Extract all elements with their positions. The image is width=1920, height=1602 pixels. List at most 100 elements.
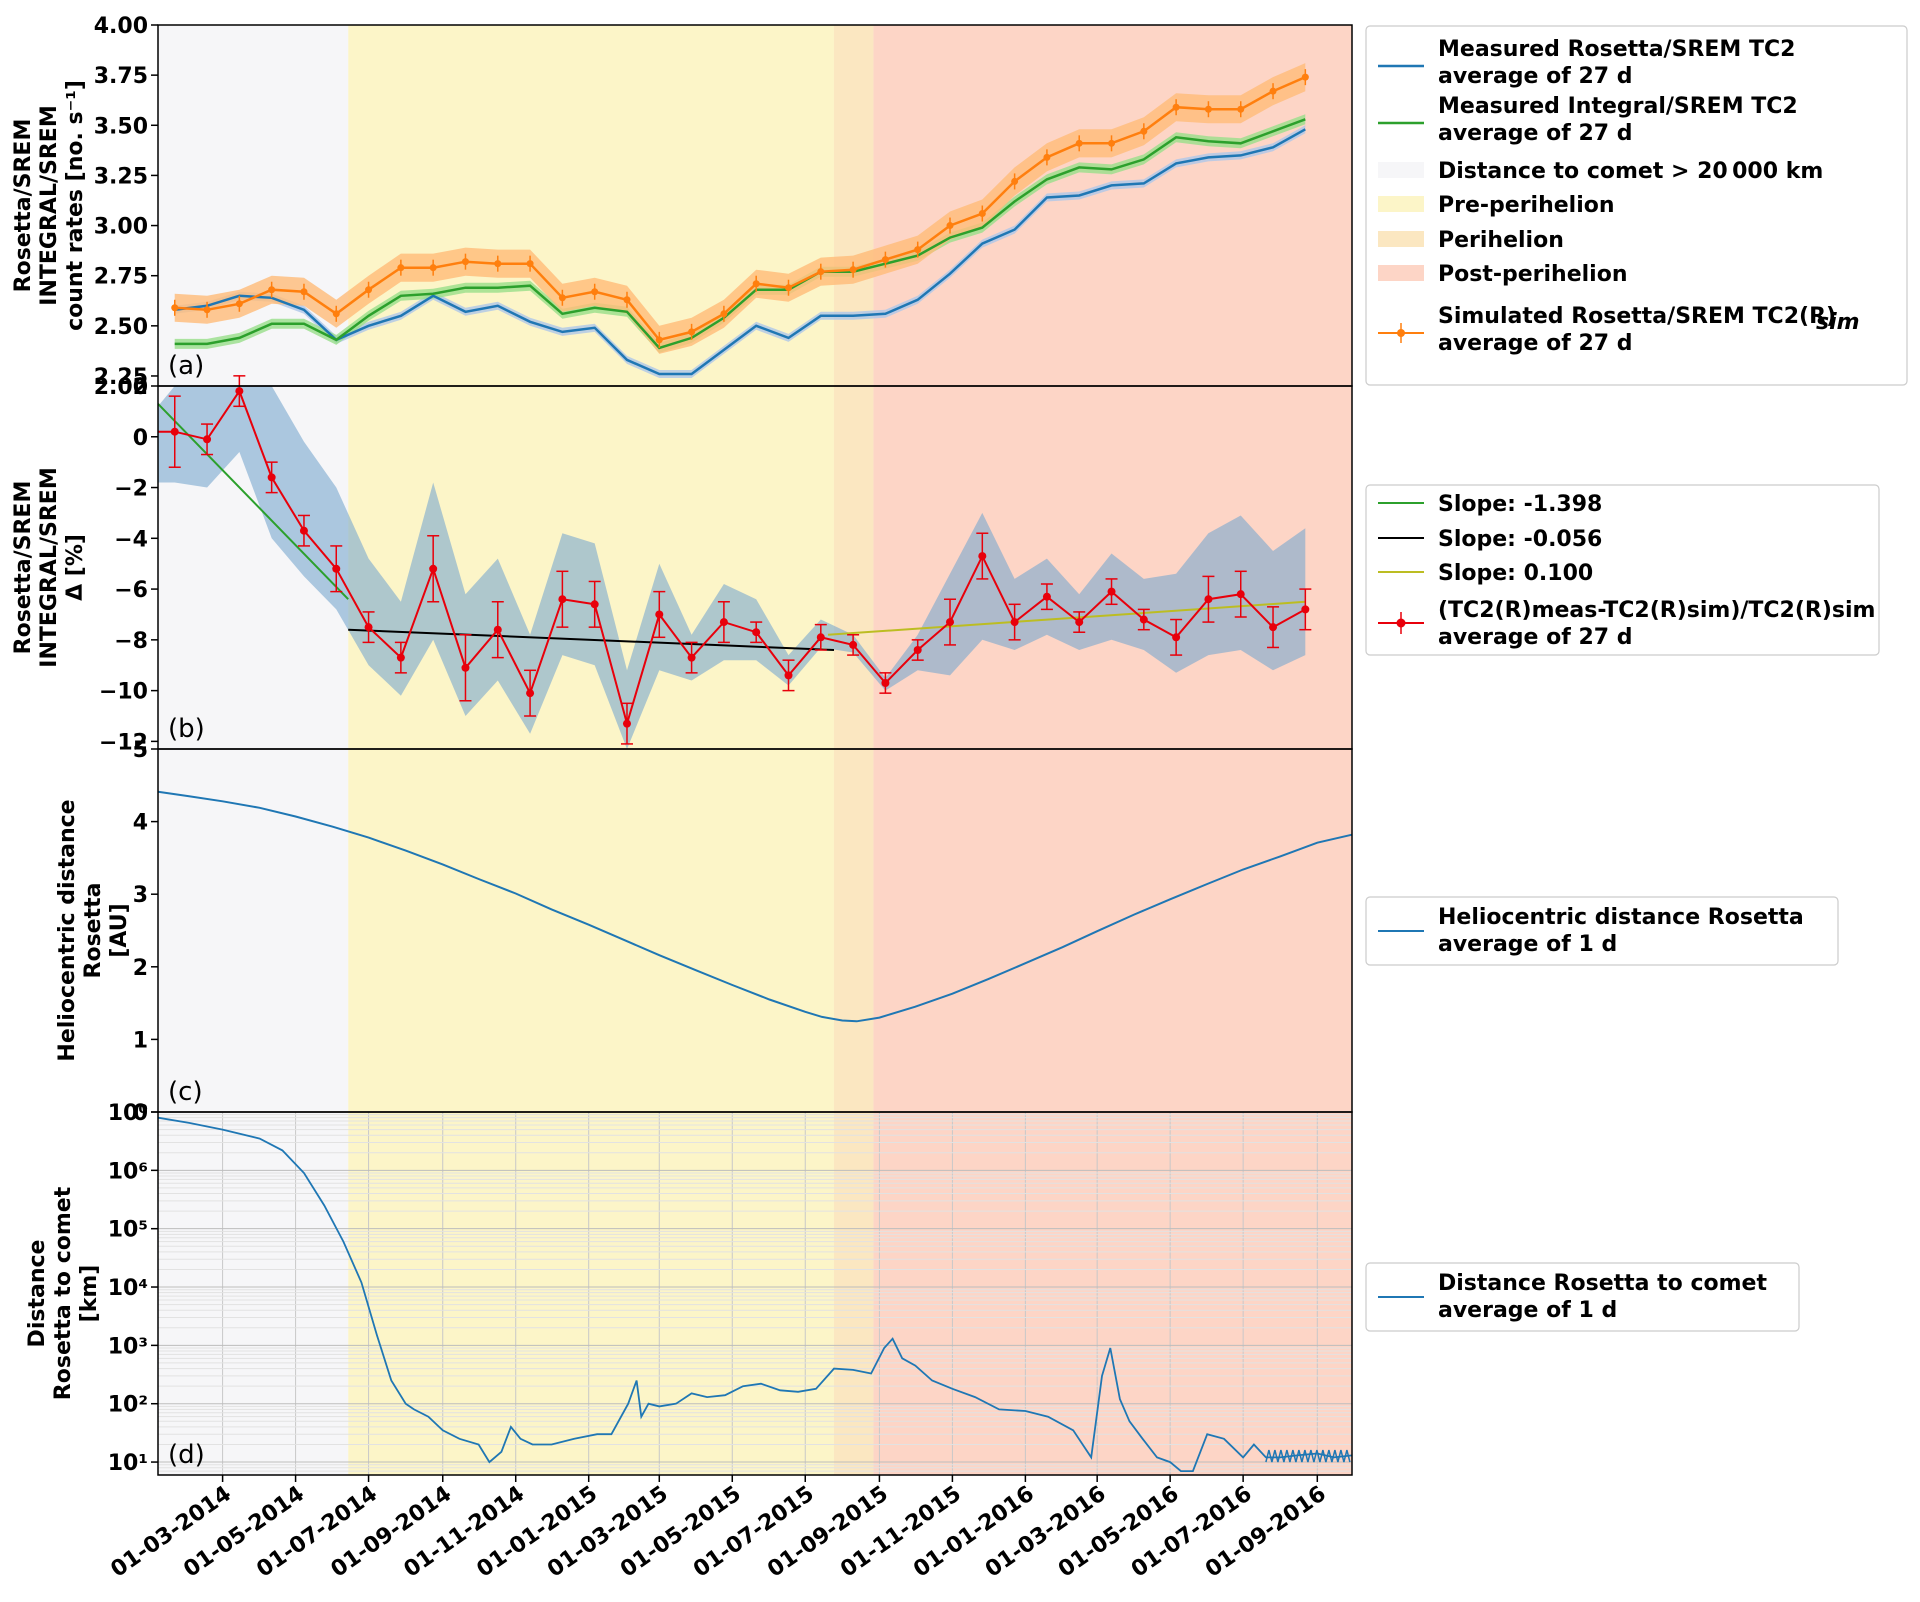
region-perihelion-panel-1 [833,25,874,386]
point-relative-difference [655,610,664,619]
ytick-label: 4.00 [94,14,148,39]
ytick-label: 2 [133,956,148,981]
y-axis-label-line: [km] [77,1265,102,1323]
fit-line-2 [348,628,835,651]
legend-swatch-region [1378,265,1424,281]
fit-line-1 [157,403,349,600]
ytick-label: 10⁶ [108,1159,148,1184]
line-heliocentric-distance [157,790,1353,1023]
point-relative-difference [1042,592,1051,601]
legend-panel-c [1365,896,1839,966]
legend-swatch-marker [1396,618,1406,628]
point-relative-difference [429,564,438,573]
ytick-label: −12 [99,730,148,755]
fit-line-3 [827,600,1306,636]
ytick-label: 3.75 [94,64,148,89]
y-axis-label-line: Distance [25,1240,50,1348]
point-simulated [1204,105,1212,113]
legend-label: Distance to comet > 20 000 km [1438,159,1823,184]
region-distance-to-comet-20-000-km-panel-3 [158,749,349,1112]
y-axis-label-line: INTEGRAL/SREM [37,467,62,667]
region-perihelion-panel-4 [833,1112,874,1475]
region-post-perihelion-panel-4 [873,1112,1352,1475]
panel-label: (c) [168,1077,203,1107]
legend-panel-b [1365,484,1880,656]
point-relative-difference [267,473,276,482]
legend-label: Perihelion [1438,228,1564,253]
point-simulated [171,304,179,312]
point-simulated [623,296,631,304]
legend-swatch-marker [1397,329,1405,337]
point-simulated [720,310,728,318]
point-relative-difference [1236,590,1245,599]
legend-label: average of 27 d [1438,121,1633,146]
point-relative-difference [622,719,631,728]
legend-panel-d [1365,1262,1800,1332]
legend-label: average of 27 d [1438,64,1633,89]
axes-frame-panel-4 [157,1111,1353,1476]
point-simulated [1011,177,1019,185]
point-simulated [1172,103,1180,111]
point-relative-difference [558,595,567,604]
line-series-1 [174,128,1306,376]
region-perihelion-panel-2 [833,386,874,749]
ytick-label: −6 [114,578,148,603]
ytick-label: 3.25 [94,164,148,189]
ytick-label: −2 [114,477,148,502]
legend-label: average of 27 d [1438,625,1633,650]
y-axis-label-line: Rosetta/SREM [11,119,36,293]
y-axis-label-line: count rates [no. s⁻¹] [63,80,88,331]
point-relative-difference [1269,623,1278,632]
point-relative-difference [1204,595,1213,604]
ytick-label: 10⁴ [108,1276,148,1301]
point-relative-difference [203,435,212,444]
legend-label: (TC2(R)meas-TC2(R)sim)/TC2(R)sim [1438,598,1875,623]
y-axis-label-line: Heliocentric distance [55,799,80,1061]
legend-subscript: sim [1816,310,1860,335]
ytick-label: 10⁰ [108,1101,148,1126]
point-relative-difference [364,623,373,632]
band-series-3 [174,63,1306,354]
line-distance-oscillation [1265,1449,1351,1463]
ytick-label: −4 [114,527,148,552]
point-simulated [1043,153,1051,161]
point-simulated [817,268,825,276]
band-series-2 [174,114,1306,353]
point-simulated [946,222,954,230]
legend-swatch-region [1378,231,1424,247]
line-distance-to-comet [157,1116,1353,1472]
y-axis-label-line: INTEGRAL/SREM [37,105,62,305]
y-axis-label-line: Δ [%] [63,534,88,601]
legend-label: Measured Rosetta/SREM TC2 [1438,37,1795,62]
point-simulated [752,280,760,288]
ytick-label: 3.50 [94,114,148,139]
point-relative-difference [299,526,308,535]
point-simulated [591,288,599,296]
point-relative-difference [687,653,696,662]
point-simulated [494,260,502,268]
ytick-label: 3.00 [94,215,148,240]
point-simulated [461,258,469,266]
y-axis-label-line: Rosetta [81,883,106,979]
legend-label: Simulated Rosetta/SREM TC2(R) [1438,304,1836,329]
point-simulated [1301,73,1309,81]
ytick-label: 5 [133,738,148,763]
point-simulated [1237,105,1245,113]
y-axis-label-line: [AU] [107,903,132,957]
point-simulated [688,328,696,336]
legend-label: Pre-perihelion [1438,193,1615,218]
legend-label: Post-perihelion [1438,262,1627,287]
point-relative-difference [526,689,535,698]
legend-label: Measured Integral/SREM TC2 [1438,94,1798,119]
ytick-label: 10³ [108,1334,148,1359]
point-simulated [526,260,534,268]
point-relative-difference [1107,587,1116,596]
point-relative-difference [1139,615,1148,624]
point-simulated [235,300,243,308]
point-simulated [1108,139,1116,147]
point-simulated [784,284,792,292]
point-relative-difference [1172,633,1181,642]
ytick-label: 2.25 [94,365,148,390]
xtick-label: 01-03-2014 [106,1481,236,1582]
legend-label: Slope: -1.398 [1438,492,1602,517]
